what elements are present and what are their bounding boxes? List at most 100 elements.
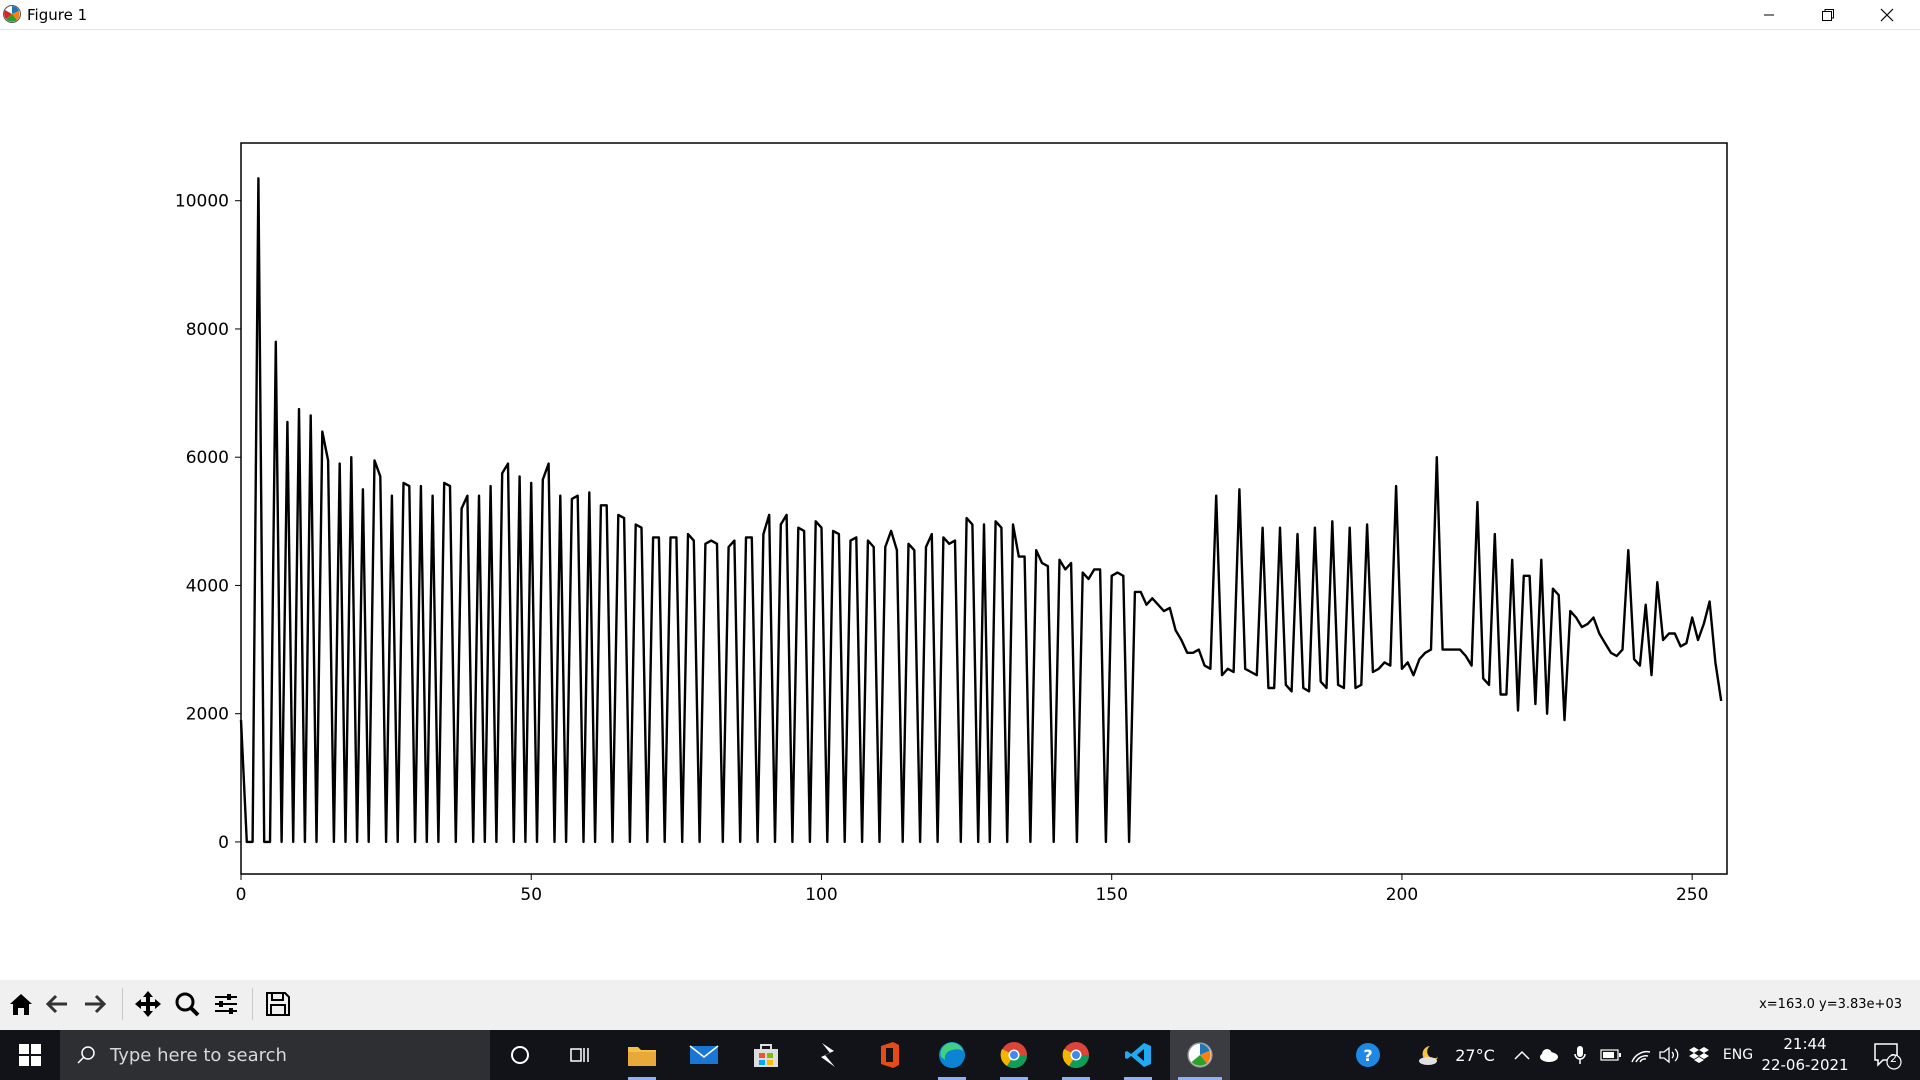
chrome-icon <box>1000 1042 1028 1069</box>
home-button[interactable] <box>4 986 38 1022</box>
arrow-left-icon <box>45 994 67 1014</box>
taskbar-mail[interactable] <box>674 1030 734 1080</box>
action-center-button[interactable]: 2 <box>1862 1030 1912 1080</box>
floppy-disk-icon <box>266 992 290 1016</box>
move-icon <box>135 991 161 1017</box>
dropbox-icon <box>1689 1047 1709 1063</box>
y-tick-label: 8000 <box>186 320 229 340</box>
toolbar-separator <box>252 988 253 1020</box>
close-icon <box>1880 8 1894 21</box>
save-button[interactable] <box>261 986 295 1022</box>
taskbar-search-box[interactable]: Type here to search <box>60 1030 490 1080</box>
notification-count: 2 <box>1890 1052 1897 1065</box>
y-tick-label: 2000 <box>186 705 229 725</box>
help-icon: ? <box>1356 1043 1380 1067</box>
close-button[interactable] <box>1858 0 1916 29</box>
taskbar-chrome-2[interactable] <box>1046 1030 1106 1080</box>
matplotlib-icon <box>1187 1042 1213 1068</box>
restore-button[interactable] <box>1799 0 1857 29</box>
moon-cloud-icon <box>1419 1046 1438 1065</box>
window-title: Figure 1 <box>27 6 88 24</box>
navigation-toolbar: x=163.0 y=3.83e+03 <box>0 980 1920 1030</box>
sliders-icon <box>215 994 237 1014</box>
taskbar-chrome-1[interactable] <box>984 1030 1044 1080</box>
clock-time: 21:44 <box>1783 1035 1827 1053</box>
zoom-button[interactable] <box>170 986 204 1022</box>
pan-button[interactable] <box>131 986 165 1022</box>
help-tray-button[interactable]: ? <box>1350 1030 1386 1080</box>
cortana-button[interactable] <box>490 1030 550 1080</box>
task-view-icon <box>570 1048 589 1062</box>
clock[interactable]: 21:44 22-06-2021 <box>1755 1034 1855 1076</box>
weather-temperature: 27°C <box>1455 1045 1495 1065</box>
onedrive-tray-button[interactable] <box>1536 1030 1562 1080</box>
taskbar-office[interactable] <box>860 1030 920 1080</box>
search-icon <box>77 1046 95 1064</box>
office-icon <box>881 1042 899 1068</box>
forward-button[interactable] <box>78 986 112 1022</box>
axes-frame <box>240 142 1728 875</box>
taskbar-edge[interactable] <box>922 1030 982 1080</box>
x-tick-label: 0 <box>236 885 247 905</box>
cortana-icon <box>511 1046 529 1064</box>
battery-icon <box>1600 1049 1621 1061</box>
home-icon <box>10 994 32 1015</box>
battery-tray-button[interactable] <box>1598 1030 1624 1080</box>
magnifier-icon <box>175 992 200 1017</box>
edge-browser-icon <box>939 1042 965 1068</box>
chrome-icon <box>1062 1042 1090 1069</box>
x-tick-label: 150 <box>1095 885 1127 905</box>
windows-logo-icon <box>19 1044 41 1066</box>
dropbox-tray-button[interactable] <box>1686 1030 1712 1080</box>
arrow-right-icon <box>85 994 107 1014</box>
lightning-icon <box>821 1043 835 1067</box>
notification-icon <box>1874 1043 1902 1070</box>
svg-text:?: ? <box>1363 1046 1372 1065</box>
series-line-signal <box>239 177 1723 844</box>
folder-icon <box>628 1047 656 1066</box>
volume-tray-button[interactable] <box>1656 1030 1682 1080</box>
chevron-up-icon <box>1514 1050 1530 1060</box>
taskbar-sublime[interactable] <box>798 1030 858 1080</box>
title-bar: Figure 1 <box>0 0 1920 30</box>
microphone-tray-button[interactable] <box>1568 1030 1592 1080</box>
taskbar-store[interactable] <box>736 1030 796 1080</box>
cloud-icon <box>1540 1049 1558 1062</box>
line-chart[interactable]: 0 50 100 150 200 250 0 2000 4000 6000 8000 10000 <box>0 30 1920 980</box>
back-button[interactable] <box>40 986 74 1022</box>
y-tick-label: 10000 <box>175 192 229 212</box>
language-indicator[interactable]: ENG <box>1722 1047 1754 1063</box>
restore-icon <box>1822 8 1834 21</box>
wifi-tray-button[interactable] <box>1628 1030 1654 1080</box>
x-tick-label: 250 <box>1676 885 1708 905</box>
toolbar-separator <box>122 988 123 1020</box>
start-button[interactable] <box>0 1030 60 1080</box>
show-hidden-icons-button[interactable] <box>1510 1030 1534 1080</box>
task-view-button[interactable] <box>550 1030 610 1080</box>
clock-date: 22-06-2021 <box>1761 1056 1849 1074</box>
matplotlib-app-icon <box>3 5 21 23</box>
x-tick-label: 100 <box>805 885 837 905</box>
search-input[interactable]: Type here to search <box>110 1044 287 1066</box>
microphone-icon <box>1574 1046 1586 1064</box>
figure-canvas[interactable]: 0 50 100 150 200 250 0 2000 4000 6000 8000 10000 <box>0 30 1920 980</box>
minimize-button[interactable] <box>1740 0 1798 29</box>
configure-subplots-button[interactable] <box>209 986 243 1022</box>
weather-tray-button[interactable] <box>1410 1030 1450 1080</box>
cursor-coordinates: x=163.0 y=3.83e+03 <box>1759 997 1902 1012</box>
y-tick-label: 6000 <box>186 448 229 468</box>
mail-icon <box>689 1045 719 1064</box>
y-tick-label: 4000 <box>186 576 229 596</box>
vscode-icon <box>1125 1043 1151 1067</box>
wifi-icon <box>1631 1050 1651 1063</box>
y-tick-label: 0 <box>218 833 229 853</box>
store-icon <box>754 1044 778 1067</box>
x-tick-label: 50 <box>520 885 542 905</box>
minimize-icon <box>1764 14 1774 15</box>
taskbar-file-explorer[interactable] <box>612 1030 672 1080</box>
x-tick-label: 200 <box>1386 885 1418 905</box>
taskbar-vscode[interactable] <box>1108 1030 1168 1080</box>
taskbar-matplotlib[interactable] <box>1170 1030 1230 1080</box>
speaker-icon <box>1659 1046 1679 1064</box>
taskbar: Type here to search <box>0 1030 1920 1080</box>
